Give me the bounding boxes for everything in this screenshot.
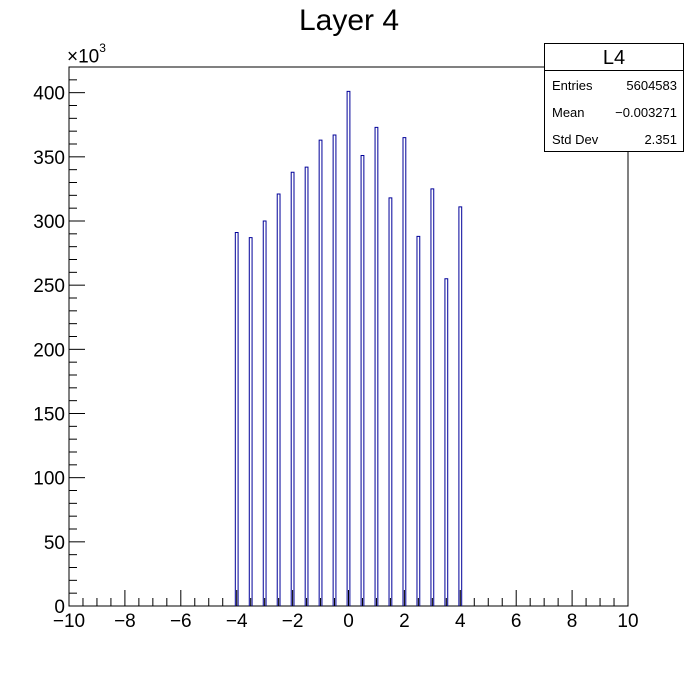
y-tick-label: 50 bbox=[44, 533, 65, 554]
stats-label: Std Dev bbox=[552, 132, 599, 147]
stats-row-mean: Mean −0.003271 bbox=[545, 98, 683, 125]
stats-label: Entries bbox=[552, 78, 593, 93]
x-tick-label: 2 bbox=[399, 611, 410, 632]
x-tick-label: 6 bbox=[511, 611, 522, 632]
chart-title: Layer 4 bbox=[298, 4, 400, 37]
stats-value: 5604583 bbox=[626, 78, 677, 93]
x-tick-label: 8 bbox=[567, 611, 578, 632]
histogram-bin bbox=[388, 197, 393, 606]
y-tick-label: 400 bbox=[33, 84, 65, 105]
histogram-bin bbox=[276, 193, 281, 606]
histogram-bin bbox=[318, 139, 323, 606]
histogram-bin bbox=[416, 235, 421, 606]
y-tick-label: 100 bbox=[33, 469, 65, 490]
histogram-bin bbox=[262, 220, 267, 606]
stats-row-entries: Entries 5604583 bbox=[545, 71, 683, 98]
histogram-bin bbox=[304, 166, 309, 606]
stats-value: 2.351 bbox=[644, 132, 677, 147]
stats-box: L4 Entries 5604583 Mean −0.003271 Std De… bbox=[544, 43, 684, 152]
histogram-bin bbox=[402, 137, 407, 606]
histogram-bin bbox=[374, 126, 379, 606]
x-tick-label: 0 bbox=[343, 611, 354, 632]
histogram-bin bbox=[332, 134, 337, 606]
histogram-bin bbox=[234, 232, 239, 606]
x-tick-label: −4 bbox=[226, 611, 248, 632]
x-tick-label: −8 bbox=[114, 611, 136, 632]
y-tick-label: 300 bbox=[33, 212, 65, 233]
x-tick-label: 10 bbox=[617, 611, 638, 632]
y-tick-label: 350 bbox=[33, 148, 65, 169]
histogram-bin bbox=[458, 206, 463, 606]
stats-title: L4 bbox=[545, 44, 683, 71]
histogram-bin bbox=[290, 171, 295, 606]
x-tick-label: −10 bbox=[53, 611, 85, 632]
x-tick-label: 4 bbox=[455, 611, 466, 632]
stats-label: Mean bbox=[552, 105, 585, 120]
x-tick-label: −2 bbox=[282, 611, 304, 632]
histogram-bin bbox=[248, 237, 253, 606]
x-tick-label: −6 bbox=[170, 611, 192, 632]
stats-row-stddev: Std Dev 2.351 bbox=[545, 125, 683, 152]
y-tick-label: 150 bbox=[33, 405, 65, 426]
histogram-bin bbox=[444, 278, 449, 606]
y-tick-label: 200 bbox=[33, 340, 65, 361]
y-axis-multiplier: ×103 bbox=[67, 41, 106, 68]
histogram-bin bbox=[360, 155, 365, 606]
histogram-bin bbox=[430, 188, 435, 606]
y-tick-label: 0 bbox=[54, 597, 65, 618]
stats-value: −0.003271 bbox=[615, 105, 677, 120]
y-tick-label: 250 bbox=[33, 276, 65, 297]
histogram-bin bbox=[346, 90, 351, 606]
